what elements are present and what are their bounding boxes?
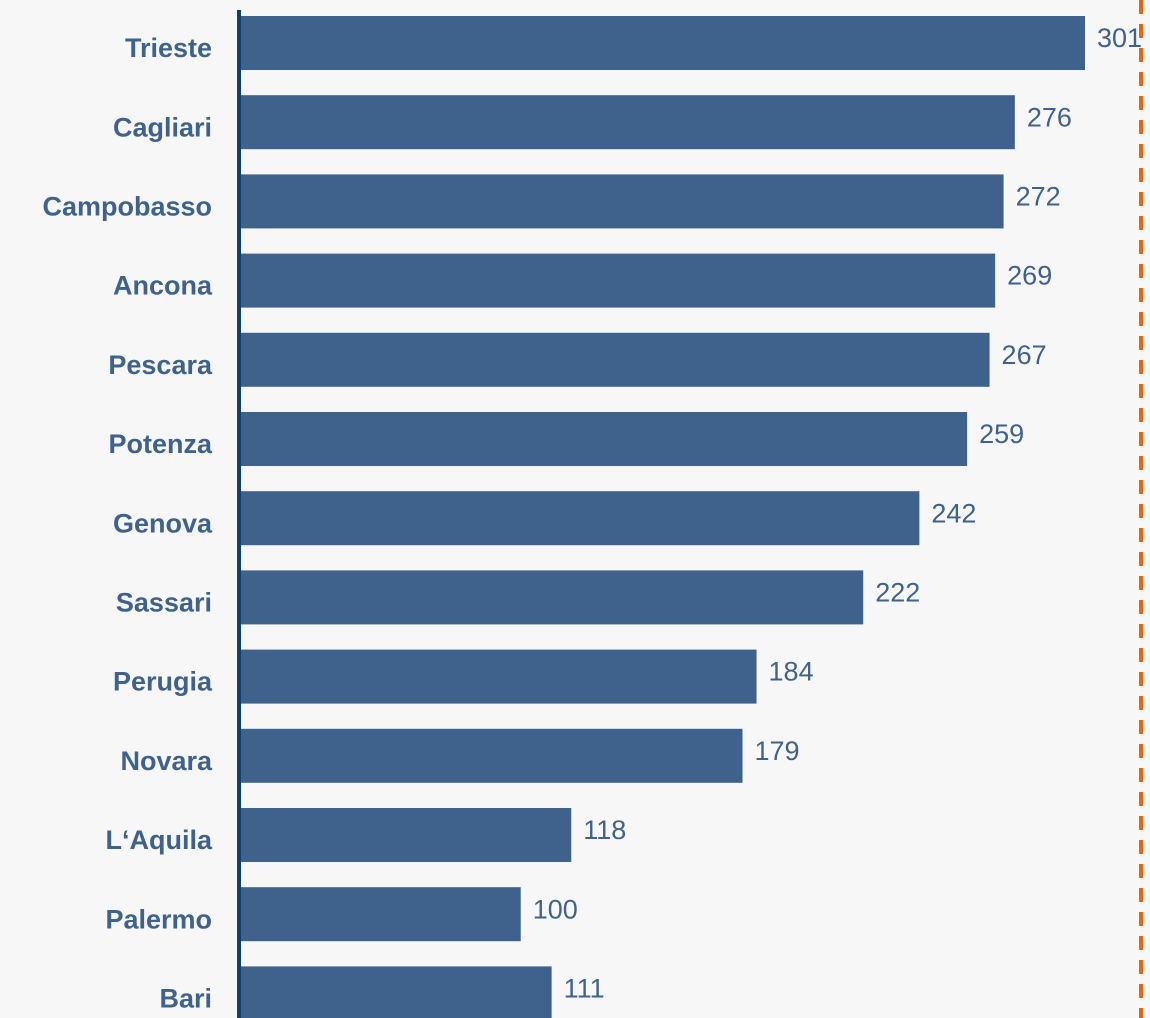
value-label: 267 (1002, 340, 1047, 370)
value-label: 242 (931, 498, 976, 528)
bar-5 (240, 412, 968, 466)
category-label: Sassari (116, 588, 212, 618)
value-label: 179 (755, 736, 800, 766)
value-label: 118 (583, 815, 626, 845)
value-label: 111 (564, 974, 605, 1004)
category-label: Ancona (113, 271, 213, 301)
value-label: 184 (769, 657, 814, 687)
bars-group (240, 16, 1085, 1018)
value-label: 222 (875, 578, 920, 608)
bar-0 (240, 16, 1085, 70)
bar-9 (240, 728, 743, 783)
value-label: 301 (1097, 23, 1142, 53)
bar-3 (240, 253, 996, 308)
bar-10 (240, 808, 572, 862)
category-label: Perugia (113, 667, 213, 697)
category-label: Novara (120, 746, 213, 776)
category-label: Genova (113, 508, 213, 538)
bar-2 (240, 174, 1004, 229)
value-label: 100 (533, 894, 578, 924)
bar-6 (240, 491, 920, 546)
value-label: 259 (979, 419, 1024, 449)
bar-4 (240, 332, 990, 387)
bar-7 (240, 570, 864, 625)
category-label: Cagliari (113, 112, 212, 142)
category-label: L‘Aquila (106, 825, 213, 855)
value-labels-group: 301 276 272 269 267 259 242 222 184 179 118 100 111 (533, 23, 1142, 1003)
category-label: Pescara (108, 350, 213, 380)
category-label: Bari (159, 984, 212, 1014)
bar-11 (240, 887, 521, 942)
bar-8 (240, 649, 757, 704)
category-labels-group: Trieste Cagliari Campobasso Ancona Pescara Po… (42, 33, 213, 1013)
category-label: Campobasso (42, 192, 212, 222)
value-label: 276 (1027, 102, 1072, 132)
category-label: Trieste (125, 33, 212, 63)
category-label: Palermo (105, 904, 212, 934)
value-label: 269 (1007, 261, 1052, 291)
bar-12 (240, 966, 552, 1018)
category-label: Potenza (108, 429, 213, 459)
value-label: 272 (1016, 182, 1061, 212)
bar-1 (240, 95, 1015, 150)
